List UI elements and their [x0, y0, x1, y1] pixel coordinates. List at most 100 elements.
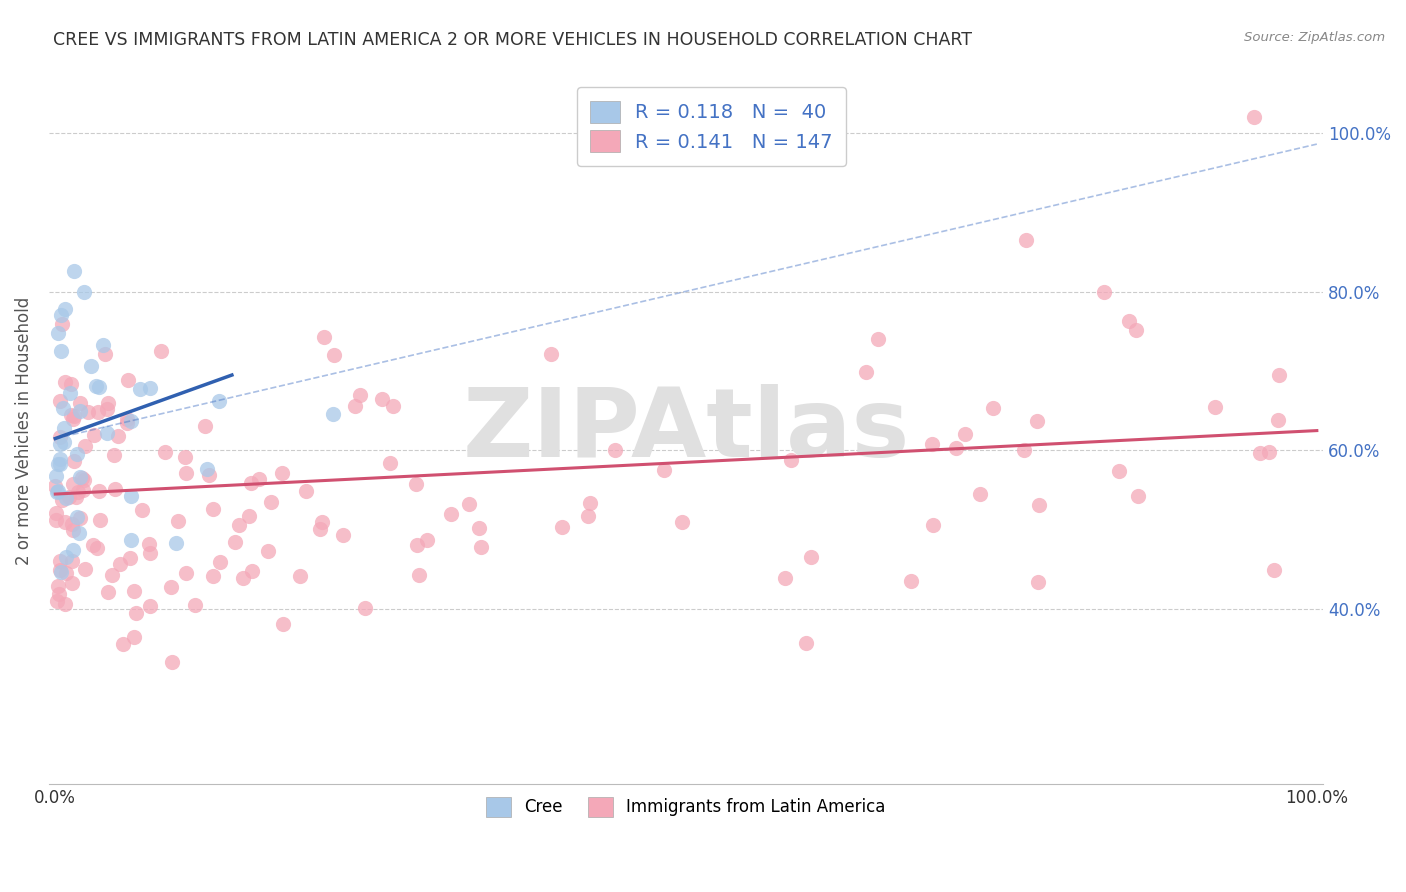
Point — [52, 435, 75, 450]
Point — [108, 558, 131, 572]
Text: Source: ZipAtlas.com: Source: ZipAtlas.com — [1244, 31, 1385, 45]
Point — [69, 395, 91, 409]
Point — [406, 538, 429, 552]
Point — [122, 584, 145, 599]
Point — [295, 484, 318, 499]
Point — [139, 546, 162, 560]
Point — [62, 477, 84, 491]
Point — [72, 483, 94, 498]
Point — [73, 285, 96, 299]
Point — [51, 344, 73, 359]
Point — [53, 301, 76, 316]
Point — [969, 486, 991, 500]
Point — [55, 549, 77, 564]
Point — [62, 542, 84, 557]
Point — [53, 376, 76, 390]
Point — [332, 528, 354, 542]
Point — [160, 656, 183, 670]
Point — [796, 636, 818, 650]
Point — [111, 637, 134, 651]
Point — [232, 571, 254, 585]
Point — [779, 453, 801, 467]
Point — [49, 457, 72, 471]
Point — [922, 518, 945, 533]
Point — [953, 427, 976, 442]
Point — [349, 387, 371, 401]
Point — [60, 575, 83, 590]
Point — [45, 513, 67, 527]
Point — [322, 407, 344, 421]
Point — [271, 616, 294, 631]
Point — [467, 521, 489, 535]
Point — [125, 607, 148, 621]
Point — [87, 405, 110, 419]
Point — [94, 347, 117, 361]
Point — [51, 566, 73, 580]
Point — [59, 377, 82, 392]
Point — [1204, 400, 1226, 414]
Point — [60, 517, 83, 532]
Point — [83, 428, 105, 442]
Point — [62, 523, 84, 537]
Point — [69, 511, 91, 525]
Point — [45, 506, 67, 520]
Point — [120, 414, 142, 428]
Point — [1268, 368, 1291, 383]
Point — [117, 373, 139, 387]
Point — [44, 479, 66, 493]
Point — [323, 348, 346, 362]
Point — [48, 587, 70, 601]
Point — [773, 571, 796, 585]
Point — [138, 599, 160, 613]
Point — [46, 594, 69, 608]
Point — [51, 318, 73, 332]
Point — [89, 513, 111, 527]
Point — [290, 569, 312, 583]
Point — [167, 514, 190, 528]
Point — [309, 522, 332, 536]
Point — [194, 418, 217, 433]
Point — [60, 408, 83, 422]
Point — [1258, 445, 1281, 459]
Point — [311, 515, 333, 529]
Point — [120, 489, 142, 503]
Point — [77, 404, 100, 418]
Point — [69, 470, 91, 484]
Point — [84, 378, 107, 392]
Point — [1243, 110, 1265, 124]
Point — [65, 490, 87, 504]
Point — [96, 425, 118, 440]
Point — [66, 509, 89, 524]
Point — [70, 470, 93, 484]
Point — [67, 525, 90, 540]
Point — [49, 563, 72, 577]
Point — [576, 508, 599, 523]
Point — [238, 509, 260, 524]
Point — [120, 551, 142, 566]
Point — [86, 541, 108, 556]
Point — [259, 495, 281, 509]
Point — [208, 394, 231, 409]
Point — [900, 574, 922, 588]
Point — [59, 385, 82, 400]
Point — [380, 456, 402, 470]
Point — [48, 394, 70, 409]
Point — [138, 537, 160, 551]
Point — [652, 463, 675, 477]
Point — [52, 401, 75, 416]
Point — [184, 599, 207, 613]
Point — [224, 535, 246, 549]
Point — [165, 535, 187, 549]
Point — [87, 380, 110, 394]
Point — [66, 447, 89, 461]
Y-axis label: 2 or more Vehicles in Household: 2 or more Vehicles in Household — [15, 296, 32, 565]
Point — [82, 538, 104, 552]
Point — [174, 467, 197, 481]
Point — [470, 540, 492, 554]
Point — [49, 437, 72, 451]
Point — [49, 452, 72, 467]
Point — [247, 472, 270, 486]
Point — [46, 457, 69, 471]
Point — [1126, 489, 1149, 503]
Point — [46, 484, 69, 499]
